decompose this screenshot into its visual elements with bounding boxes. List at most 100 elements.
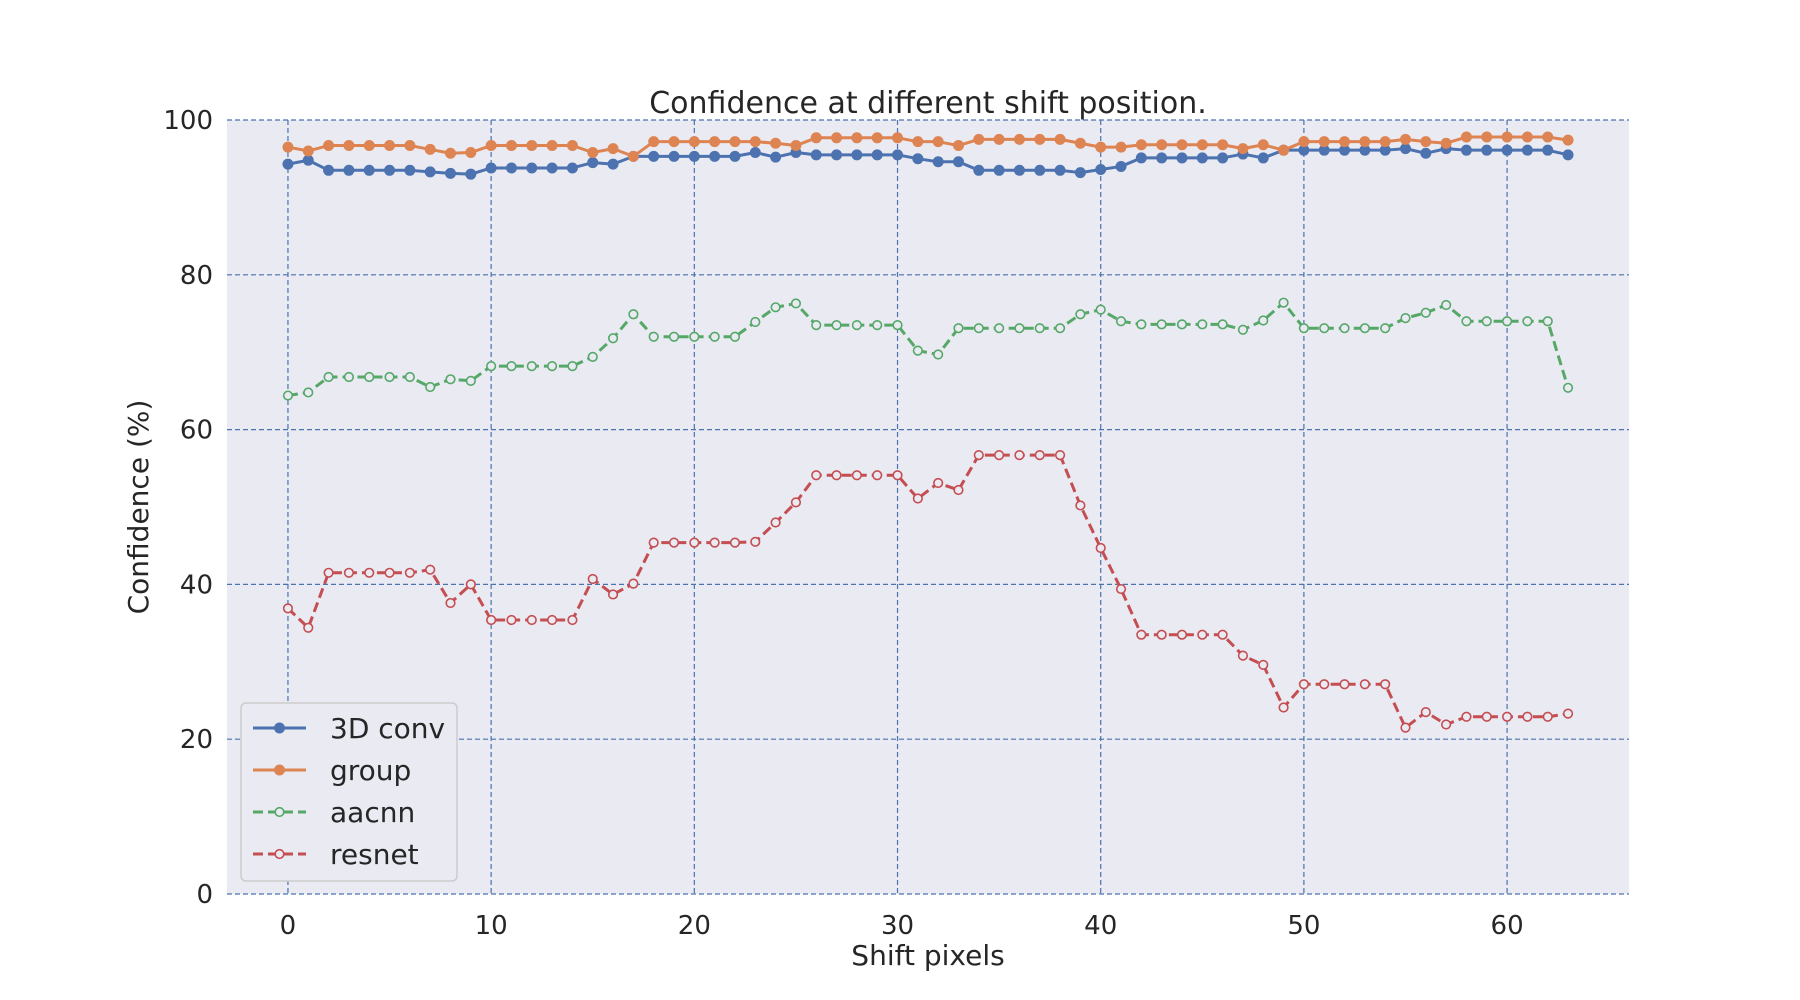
data-point	[547, 361, 558, 372]
data-point	[628, 578, 639, 589]
data-point	[587, 573, 598, 585]
data-point	[1298, 136, 1310, 148]
data-point	[1014, 450, 1025, 461]
data-point	[1440, 137, 1452, 149]
data-point	[323, 371, 334, 383]
data-point	[912, 136, 924, 148]
data-point	[363, 140, 375, 152]
y-tick-label: 20	[180, 725, 213, 755]
data-point	[526, 162, 538, 174]
data-point	[648, 331, 659, 342]
data-point	[1115, 141, 1127, 153]
data-point	[1095, 542, 1106, 554]
data-point	[1319, 679, 1330, 690]
data-point	[1562, 149, 1574, 161]
data-point	[1217, 139, 1229, 151]
data-point	[1501, 316, 1513, 327]
data-point	[1542, 711, 1553, 722]
data-point	[688, 150, 700, 162]
data-point	[892, 470, 903, 481]
data-point	[607, 333, 619, 344]
data-point	[526, 140, 538, 152]
data-point	[729, 537, 741, 548]
data-point	[343, 164, 355, 176]
data-point	[1562, 382, 1574, 393]
data-point	[973, 133, 985, 145]
data-point	[1054, 164, 1066, 176]
data-point	[689, 537, 700, 548]
data-point	[790, 298, 802, 309]
data-point	[831, 149, 843, 161]
data-point	[1197, 319, 1208, 330]
legend-marker	[274, 806, 285, 818]
data-point	[1176, 319, 1188, 330]
data-point	[445, 167, 457, 179]
data-point	[343, 371, 355, 383]
series-line	[286, 453, 1569, 730]
data-point	[587, 351, 598, 362]
series-layer	[282, 131, 1574, 733]
data-point	[1156, 139, 1168, 151]
data-point	[1156, 319, 1167, 330]
data-point	[526, 361, 537, 372]
data-point	[1217, 629, 1228, 640]
data-point	[465, 579, 476, 590]
data-point	[1034, 323, 1045, 334]
data-point	[303, 387, 314, 398]
data-point	[688, 136, 700, 148]
data-point	[1136, 319, 1147, 330]
data-point	[1135, 152, 1147, 164]
data-point	[1034, 133, 1046, 145]
data-point	[566, 140, 578, 152]
data-point	[384, 371, 395, 383]
data-point	[1075, 309, 1086, 320]
data-point	[1013, 133, 1025, 145]
grid-lines	[227, 119, 1629, 895]
data-point	[1197, 629, 1208, 640]
data-point	[1522, 316, 1533, 327]
data-point	[749, 136, 761, 148]
data-point	[425, 564, 436, 575]
data-point	[1237, 650, 1249, 661]
data-point	[445, 374, 456, 385]
data-point	[1380, 679, 1391, 690]
data-point	[1461, 711, 1472, 722]
data-point	[547, 614, 558, 626]
data-point	[404, 140, 416, 152]
series-resnet	[282, 450, 1574, 733]
y-axis-label: Confidence (%)	[122, 400, 155, 615]
data-point	[932, 136, 944, 148]
data-point	[465, 147, 477, 159]
data-point	[750, 316, 761, 328]
data-point	[1278, 297, 1289, 308]
data-point	[871, 149, 883, 161]
data-point	[1441, 719, 1452, 730]
data-point	[770, 302, 781, 313]
data-point	[1196, 139, 1208, 151]
data-point	[486, 361, 497, 372]
data-point	[892, 132, 904, 144]
data-point	[1318, 136, 1330, 148]
data-point	[1359, 679, 1370, 690]
x-tick-label: 10	[475, 911, 508, 941]
data-point	[1054, 323, 1066, 334]
data-point	[1501, 144, 1513, 156]
data-point	[1095, 304, 1106, 315]
data-point	[1521, 144, 1533, 156]
data-point	[384, 140, 396, 152]
x-axis-label: Shift pixels	[851, 939, 1004, 972]
data-point	[729, 331, 741, 342]
data-point	[1074, 137, 1086, 149]
data-point	[648, 150, 660, 162]
data-point	[343, 140, 355, 152]
data-point	[912, 493, 923, 504]
data-point	[668, 537, 680, 548]
series-3d-conv	[282, 143, 1574, 180]
y-tick-label: 0	[196, 880, 213, 910]
data-point	[607, 158, 619, 170]
data-point	[364, 567, 375, 578]
data-point	[1420, 136, 1432, 148]
data-point	[587, 147, 599, 159]
data-point	[1339, 323, 1350, 334]
x-tick-labels: 0 10 20 30 40 50 60	[280, 911, 1524, 941]
